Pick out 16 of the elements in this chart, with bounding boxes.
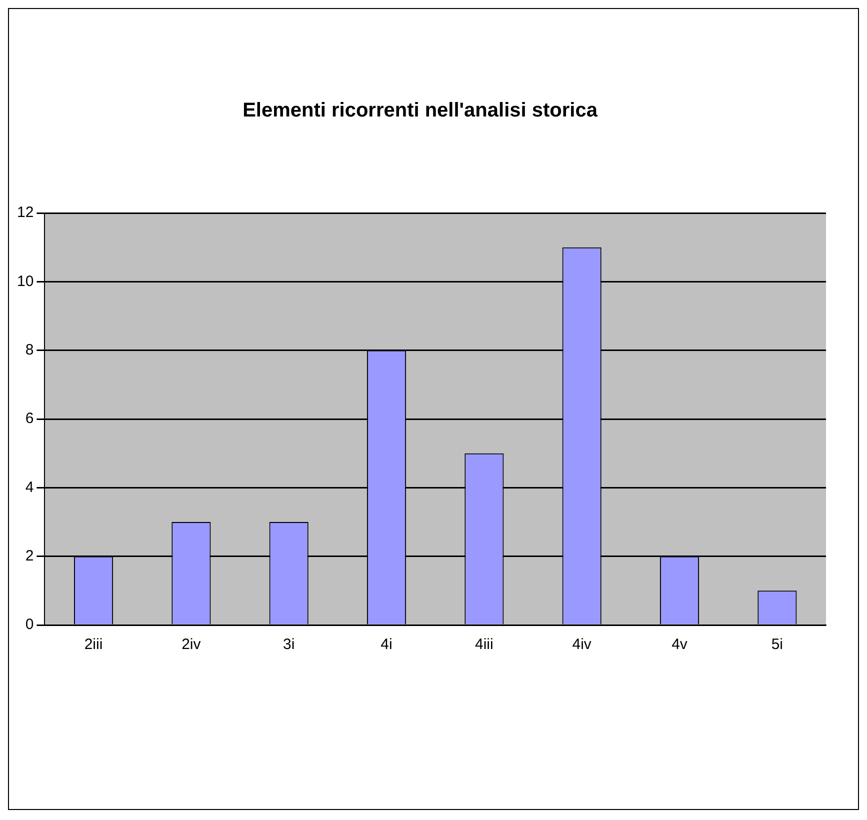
x-tick-label: 5i bbox=[771, 636, 784, 654]
x-tick-label: 2iv bbox=[182, 636, 202, 654]
y-tick-label: 10 bbox=[16, 272, 34, 290]
y-tick-label: 4 bbox=[25, 478, 34, 496]
chart-title: Elementi ricorrenti nell'analisi storica bbox=[242, 100, 598, 122]
y-tick-label: 2 bbox=[25, 547, 34, 564]
y-tick-label: 12 bbox=[16, 204, 34, 222]
x-tick-label: 4v bbox=[672, 636, 688, 654]
x-tick-label: 4iv bbox=[572, 636, 592, 654]
x-tick-label: 4i bbox=[380, 636, 392, 654]
y-tick-label: 0 bbox=[25, 616, 34, 634]
x-tick-label: 3i bbox=[283, 636, 295, 654]
x-tick-label: 4iii bbox=[475, 636, 494, 654]
y-tick-label: 8 bbox=[25, 341, 34, 358]
y-tick-label: 6 bbox=[25, 410, 34, 428]
x-tick-label: 2iii bbox=[84, 636, 103, 654]
